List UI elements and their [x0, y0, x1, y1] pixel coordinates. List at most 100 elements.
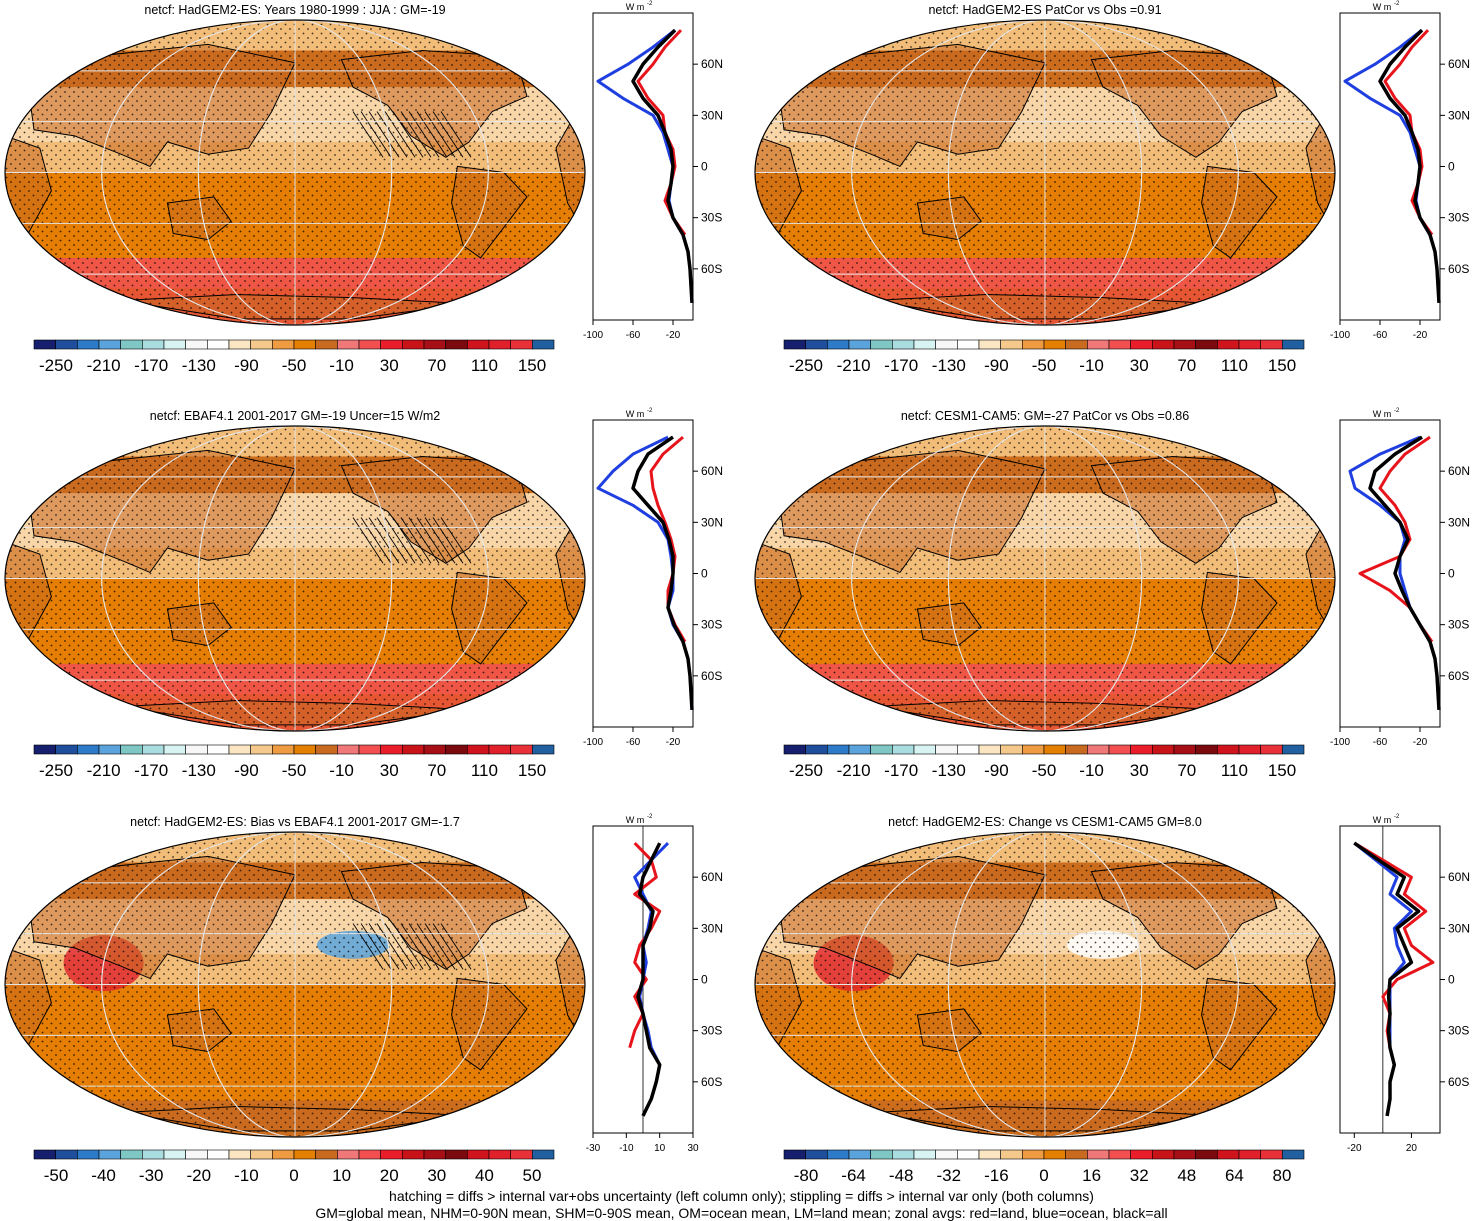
colorbar-label: 0 — [289, 1166, 298, 1185]
hatch-line — [416, 517, 448, 564]
graticule-meridian — [197, 426, 393, 731]
colorbar-swatch — [1130, 1149, 1153, 1160]
map-panel-2: netcf: HadGEM2-ES PatCor vs Obs =0.91 — [754, 3, 1336, 326]
zonal-ytick-label: 60S — [701, 669, 722, 683]
colorbar-swatch — [315, 1149, 338, 1160]
zonal-line-all — [1378, 28, 1441, 304]
colorbar-label: 32 — [1130, 1166, 1149, 1185]
colorbar-swatch — [228, 339, 251, 350]
colorbar-label: -50 — [44, 1166, 69, 1185]
colorbar-swatch — [402, 339, 425, 350]
zonal-xtick-label: -30 — [586, 1143, 601, 1154]
colorbar-swatch — [805, 339, 828, 350]
zonal-units-exponent: -2 — [1394, 408, 1400, 414]
hatch-line — [440, 111, 472, 158]
zonal-ytick-label: 60N — [701, 464, 723, 478]
colorbar-swatch — [805, 744, 828, 755]
zonal-line-all — [631, 28, 694, 304]
colorbar-swatch — [827, 339, 850, 350]
colorbar-label: -64 — [841, 1166, 866, 1185]
colorbar-swatch — [467, 339, 490, 350]
colorbar-label: 150 — [1268, 356, 1296, 375]
colorbar-swatch — [978, 339, 1001, 350]
hatch-line — [360, 923, 392, 970]
colorbar-label: 110 — [471, 761, 498, 780]
colorbar-swatch — [957, 1149, 980, 1160]
hatch-line — [400, 111, 432, 158]
colorbar-swatch — [913, 744, 936, 755]
hatch-line — [432, 111, 464, 158]
colorbar-swatch — [402, 744, 425, 755]
colorbar-swatch — [163, 1149, 186, 1160]
colorbar-swatch — [293, 339, 316, 350]
colorbar-swatch — [337, 339, 360, 350]
colorbar-label: 150 — [518, 356, 546, 375]
colorbar-swatch — [55, 1149, 78, 1160]
colorbar-swatch — [358, 1149, 381, 1160]
colorbar-swatch — [848, 744, 871, 755]
colorbar-swatch — [1000, 339, 1023, 350]
zonal-ytick-label: 30N — [1448, 515, 1470, 529]
colorbar-swatch — [488, 744, 511, 755]
colorbar-swatch — [423, 744, 446, 755]
hatch-line — [408, 111, 440, 158]
zonal-line-ocean — [633, 842, 670, 1117]
zonal-ytick-label: 60N — [1448, 57, 1470, 71]
colorbar-swatch — [445, 1149, 468, 1160]
graticule-meridian — [197, 832, 393, 1137]
colorbar-swatch — [1282, 339, 1305, 350]
colorbar-label: -20 — [187, 1166, 212, 1185]
colorbar-swatch — [783, 744, 806, 755]
hatching — [352, 111, 472, 158]
colorbar-label: -170 — [134, 356, 168, 375]
colorbar-swatch — [402, 1149, 425, 1160]
colorbar-label: -210 — [837, 356, 871, 375]
colorbar-swatch — [913, 339, 936, 350]
zonal-line-all — [636, 842, 662, 1117]
zonal-units-exponent: -2 — [1394, 814, 1400, 820]
hatch-line — [432, 923, 464, 970]
colorbar-swatch — [272, 744, 295, 755]
colorbar-swatch — [783, 339, 806, 350]
colorbar-label: 30 — [380, 356, 399, 375]
colorbar-swatch — [423, 1149, 446, 1160]
zonal-units: W m — [626, 2, 645, 12]
colorbar-swatch — [337, 1149, 360, 1160]
colorbar-label: 70 — [1177, 356, 1196, 375]
graticule — [5, 426, 585, 731]
graticule-meridian — [947, 20, 1143, 325]
zonal-ytick-label: 0 — [1448, 973, 1455, 987]
colorbar-swatch — [1108, 1149, 1131, 1160]
colorbar-label: -130 — [182, 761, 216, 780]
colorbar-swatch — [1173, 744, 1196, 755]
colorbar-label: -10 — [1079, 761, 1104, 780]
colorbar-label: -10 — [1079, 356, 1104, 375]
zonal-xtick-label: -10 — [619, 1143, 634, 1154]
colorbar-label: 30 — [1130, 356, 1149, 375]
colorbar-swatch — [120, 339, 143, 350]
colorbar-swatch — [532, 339, 555, 350]
zonal-frame — [1339, 12, 1441, 321]
colorbar-label: -40 — [91, 1166, 116, 1185]
colorbar-swatch — [55, 744, 78, 755]
zonal-line-ocean — [596, 435, 694, 710]
graticule — [755, 20, 1335, 325]
colorbar-swatch — [1130, 744, 1153, 755]
colorbar-label: 50 — [523, 1166, 542, 1185]
graticule-meridian — [101, 832, 489, 1137]
colorbar-swatch — [185, 339, 208, 350]
colorbar-swatch — [293, 1149, 316, 1160]
colorbar-swatch — [207, 1149, 230, 1160]
zonal-xtick-label: 30 — [687, 1143, 699, 1154]
zonal-ytick-label: 30S — [1448, 618, 1469, 632]
colorbar-swatch — [935, 744, 958, 755]
colorbar-label: -48 — [889, 1166, 914, 1185]
colorbar-swatch — [163, 339, 186, 350]
colorbar-swatch — [77, 1149, 100, 1160]
zonal-ytick-label: 60S — [1448, 669, 1469, 683]
colorbar-label: 48 — [1177, 1166, 1196, 1185]
map-field — [755, 426, 1335, 731]
colorbar-swatch — [1217, 1149, 1240, 1160]
colorbar-swatch — [1043, 744, 1066, 755]
